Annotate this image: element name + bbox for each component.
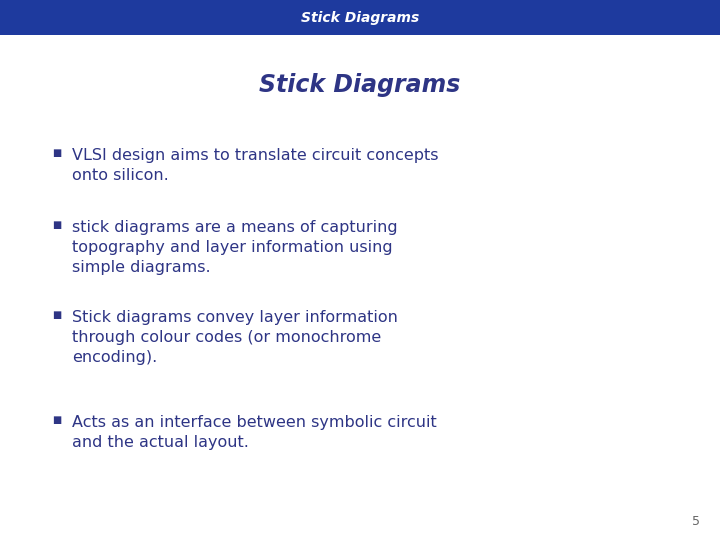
- Text: ■: ■: [52, 415, 61, 425]
- Bar: [0, 0, 720, 35]
- Text: ■: ■: [52, 310, 61, 320]
- Text: Stick Diagrams: Stick Diagrams: [259, 73, 461, 97]
- Text: VLSI design aims to translate circuit concepts
onto silicon.: VLSI design aims to translate circuit co…: [72, 148, 438, 183]
- Text: Acts as an interface between symbolic circuit
and the actual layout.: Acts as an interface between symbolic ci…: [72, 415, 437, 450]
- Text: 5: 5: [692, 515, 700, 528]
- Text: stick diagrams are a means of capturing
topography and layer information using
s: stick diagrams are a means of capturing …: [72, 220, 397, 275]
- Text: ■: ■: [52, 220, 61, 230]
- Text: ■: ■: [52, 148, 61, 158]
- Text: Stick Diagrams: Stick Diagrams: [301, 11, 419, 24]
- Text: Stick diagrams convey layer information
through colour codes (or monochrome
enco: Stick diagrams convey layer information …: [72, 310, 398, 364]
